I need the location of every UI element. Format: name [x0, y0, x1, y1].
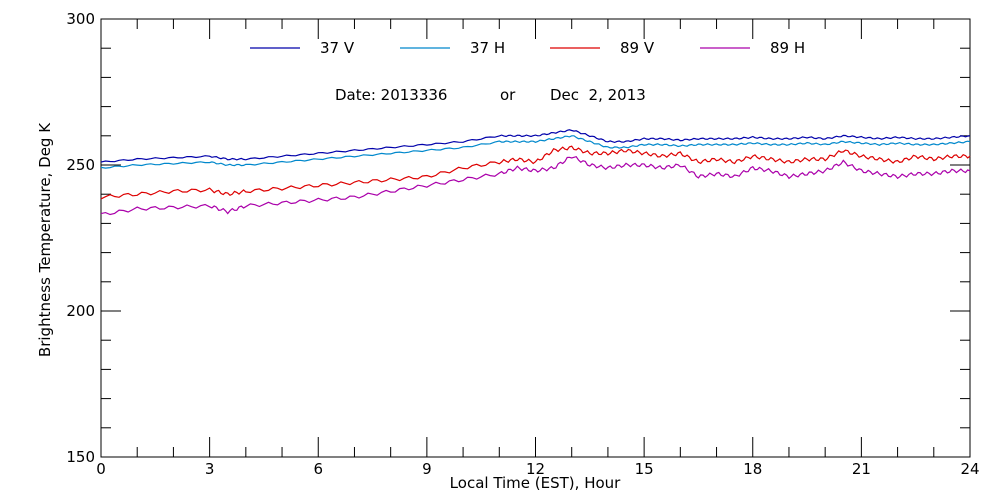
y-tick-label: 200	[66, 302, 95, 320]
x-tick-label: 15	[635, 460, 654, 478]
series-layer	[100, 129, 971, 216]
legend-label: 37 V	[320, 39, 355, 57]
series-line-37-h	[100, 135, 971, 169]
date-value-label: Dec 2, 2013	[550, 86, 646, 104]
x-tick-label: 21	[852, 460, 871, 478]
x-tick-label: 18	[743, 460, 762, 478]
plot-frame	[100, 18, 971, 458]
series-line-37-v	[100, 129, 971, 163]
date-connector-label: or	[500, 86, 516, 104]
y-tick-label: 150	[66, 448, 95, 466]
legend: 37 V 37 H 89 V 89 H	[250, 39, 805, 57]
y-axis-title: Brightness Temperature, Deg K	[36, 122, 54, 357]
y-tick-label: 250	[66, 156, 95, 174]
x-tick-label: 6	[313, 460, 323, 478]
y-tick-label: 300	[66, 10, 95, 28]
series-line-89-h	[100, 156, 971, 216]
plot-border	[100, 18, 971, 458]
y-axis: 150 200 250 300	[66, 10, 970, 466]
annotations: Date: 2013336 or Dec 2, 2013	[335, 86, 646, 104]
x-tick-label: 3	[205, 460, 215, 478]
series-line-89-v	[100, 145, 971, 200]
x-axis-title: Local Time (EST), Hour	[450, 474, 621, 492]
x-tick-label: 9	[422, 460, 432, 478]
legend-label: 37 H	[470, 39, 505, 57]
x-tick-label: 0	[96, 460, 106, 478]
legend-label: 89 V	[620, 39, 655, 57]
x-tick-label: 12	[526, 460, 545, 478]
x-axis: 0 3 6 9 12 15 18 21 24	[96, 19, 980, 478]
date-prefix-label: Date: 2013336	[335, 86, 447, 104]
x-tick-label: 24	[960, 460, 979, 478]
legend-label: 89 H	[770, 39, 805, 57]
